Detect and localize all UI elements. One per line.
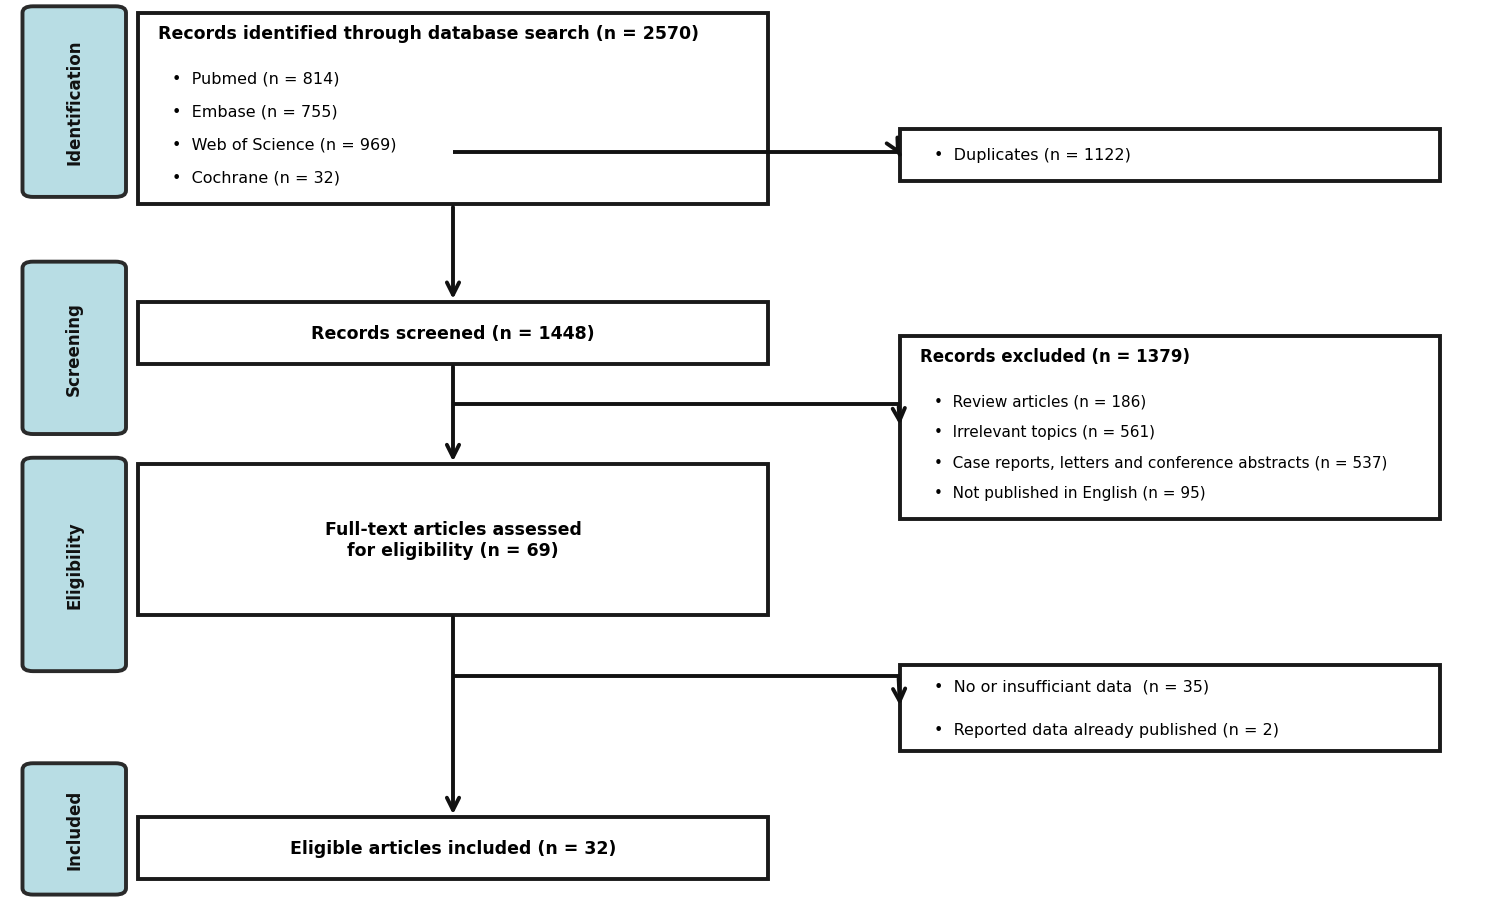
Text: Eligible articles included (n = 32): Eligible articles included (n = 32) [290,839,616,857]
FancyBboxPatch shape [900,665,1440,752]
Text: Records excluded (n = 1379): Records excluded (n = 1379) [920,348,1190,366]
FancyBboxPatch shape [138,14,768,205]
FancyBboxPatch shape [900,129,1440,182]
Text: •  Duplicates (n = 1122): • Duplicates (n = 1122) [934,148,1131,163]
FancyBboxPatch shape [138,465,768,615]
Text: Full-text articles assessed
for eligibility (n = 69): Full-text articles assessed for eligibil… [324,520,582,559]
Text: Included: Included [66,789,84,869]
Text: •  Review articles (n = 186): • Review articles (n = 186) [934,394,1146,409]
FancyBboxPatch shape [22,262,126,435]
Text: •  Irrelevant topics (n = 561): • Irrelevant topics (n = 561) [934,425,1155,439]
Text: •  Case reports, letters and conference abstracts (n = 537): • Case reports, letters and conference a… [934,456,1388,470]
Text: •  Cochrane (n = 32): • Cochrane (n = 32) [172,170,340,185]
FancyBboxPatch shape [22,763,126,895]
Text: •  No or insufficiant data  (n = 35): • No or insufficiant data (n = 35) [934,680,1209,694]
Text: •  Embase (n = 755): • Embase (n = 755) [172,105,338,119]
Text: •  Pubmed (n = 814): • Pubmed (n = 814) [172,72,340,87]
Text: •  Web of Science (n = 969): • Web of Science (n = 969) [172,138,398,152]
FancyBboxPatch shape [900,337,1440,519]
Text: Screening: Screening [66,302,84,395]
Text: Eligibility: Eligibility [66,521,84,609]
FancyBboxPatch shape [22,7,126,198]
Text: •  Reported data already published (n = 2): • Reported data already published (n = 2… [934,722,1280,737]
FancyBboxPatch shape [22,458,126,671]
FancyBboxPatch shape [138,817,768,879]
FancyBboxPatch shape [138,302,768,364]
Text: Records screened (n = 1448): Records screened (n = 1448) [310,324,596,343]
Text: •  Not published in English (n = 95): • Not published in English (n = 95) [934,486,1206,500]
Text: Records identified through database search (n = 2570): Records identified through database sear… [158,25,699,43]
Text: Identification: Identification [66,40,84,165]
